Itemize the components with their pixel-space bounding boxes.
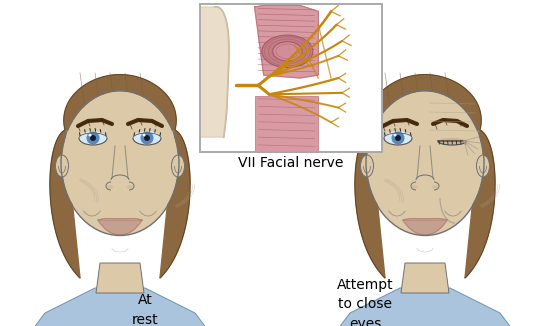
Ellipse shape [90, 135, 96, 141]
Ellipse shape [361, 155, 374, 177]
Polygon shape [403, 220, 447, 235]
Ellipse shape [107, 185, 113, 189]
Ellipse shape [62, 92, 178, 234]
Ellipse shape [394, 134, 396, 137]
Polygon shape [200, 7, 229, 137]
Polygon shape [30, 288, 210, 326]
Ellipse shape [438, 138, 466, 144]
FancyBboxPatch shape [200, 4, 382, 152]
Ellipse shape [88, 134, 91, 137]
Ellipse shape [477, 155, 489, 177]
Ellipse shape [262, 35, 313, 67]
Polygon shape [403, 219, 447, 225]
Text: At
rest: At rest [132, 293, 158, 326]
Polygon shape [160, 130, 190, 278]
Ellipse shape [133, 131, 161, 145]
Polygon shape [255, 6, 318, 78]
Ellipse shape [366, 91, 484, 235]
Ellipse shape [55, 155, 68, 177]
Polygon shape [401, 263, 449, 293]
Ellipse shape [144, 135, 150, 141]
Polygon shape [98, 219, 142, 225]
Polygon shape [465, 130, 495, 278]
Ellipse shape [142, 134, 146, 137]
Ellipse shape [391, 131, 404, 144]
Polygon shape [369, 75, 481, 130]
Ellipse shape [141, 131, 153, 144]
Polygon shape [96, 263, 144, 293]
Polygon shape [50, 130, 80, 278]
Text: VII Facial nerve: VII Facial nerve [239, 156, 344, 170]
Ellipse shape [86, 131, 100, 144]
Ellipse shape [79, 131, 107, 145]
Polygon shape [335, 288, 515, 326]
Polygon shape [255, 96, 318, 152]
Polygon shape [64, 75, 176, 130]
Ellipse shape [432, 185, 438, 189]
Ellipse shape [61, 91, 179, 235]
Ellipse shape [384, 131, 412, 145]
Ellipse shape [127, 185, 133, 189]
Polygon shape [98, 220, 142, 235]
Ellipse shape [412, 185, 418, 189]
Ellipse shape [367, 92, 483, 234]
Ellipse shape [171, 155, 184, 177]
Polygon shape [355, 130, 385, 278]
Ellipse shape [395, 135, 401, 141]
Ellipse shape [273, 42, 302, 61]
Text: Attempt
to close
eyes: Attempt to close eyes [337, 278, 393, 326]
